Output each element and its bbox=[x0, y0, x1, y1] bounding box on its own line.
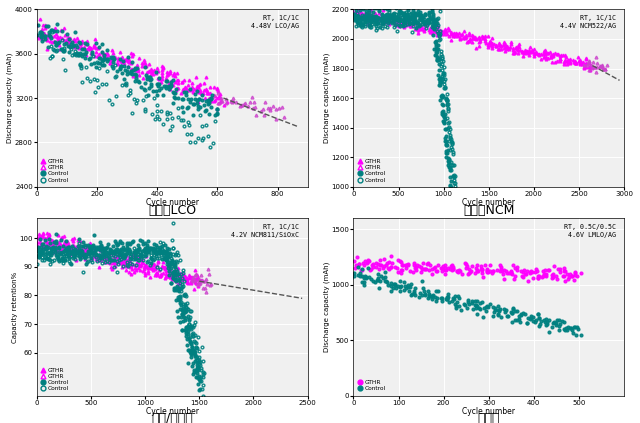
Text: RT, 1C/1C
4.2V NCM811/SiOxC: RT, 1C/1C 4.2V NCM811/SiOxC bbox=[232, 224, 300, 238]
Text: 高电压NCM: 高电压NCM bbox=[463, 203, 515, 217]
Text: RT, 1C/1C
4.4V NCM522/AG: RT, 1C/1C 4.4V NCM522/AG bbox=[560, 15, 616, 29]
Y-axis label: Capacity retention%: Capacity retention% bbox=[12, 271, 18, 343]
X-axis label: Cycle number: Cycle number bbox=[462, 407, 515, 416]
Text: 高电压LCO: 高电压LCO bbox=[148, 203, 196, 217]
Text: RT, 0.5C/0.5C
4.6V LMLO/AG: RT, 0.5C/0.5C 4.6V LMLO/AG bbox=[564, 224, 616, 238]
Y-axis label: Discharge capacity (mAh): Discharge capacity (mAh) bbox=[323, 262, 330, 352]
Y-axis label: Discharge capacity (mAh): Discharge capacity (mAh) bbox=[323, 53, 330, 143]
Text: 富锂锰: 富锂锰 bbox=[477, 412, 500, 423]
Text: RT, 1C/1C
4.48V LCO/AG: RT, 1C/1C 4.48V LCO/AG bbox=[252, 15, 300, 29]
Legend: GTHR, GTHR, Control, Control: GTHR, GTHR, Control, Control bbox=[356, 157, 387, 184]
X-axis label: Cycle number: Cycle number bbox=[146, 198, 199, 207]
Legend: GTHR, Control: GTHR, Control bbox=[356, 379, 387, 393]
Text: 高镍/硅氧碳: 高镍/硅氧碳 bbox=[152, 412, 193, 423]
Y-axis label: Discharge capacity (mAh): Discharge capacity (mAh) bbox=[7, 53, 13, 143]
X-axis label: Cycle number: Cycle number bbox=[146, 407, 199, 416]
Legend: GTHR, GTHR, Control, Control: GTHR, GTHR, Control, Control bbox=[40, 366, 70, 393]
X-axis label: Cycle number: Cycle number bbox=[462, 198, 515, 207]
Legend: GTHR, GTHR, Control, Control: GTHR, GTHR, Control, Control bbox=[40, 157, 70, 184]
